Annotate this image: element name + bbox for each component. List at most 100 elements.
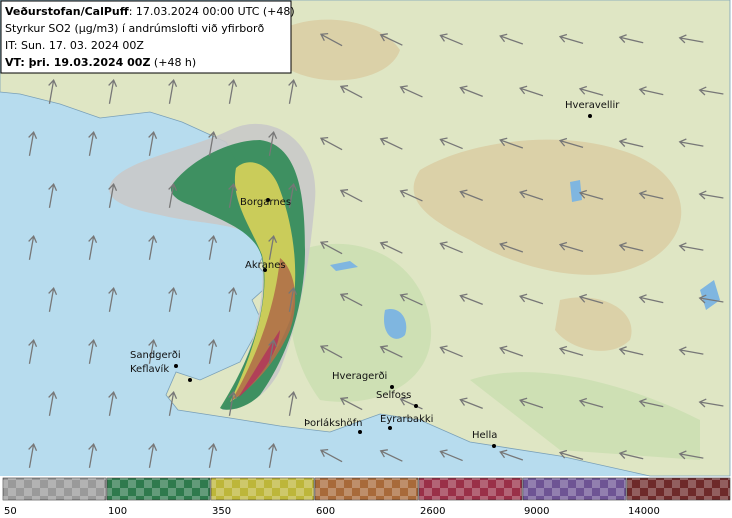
wind-arrow: [558, 137, 584, 149]
legend-swatch-pattern: [419, 478, 522, 500]
wind-arrow: [379, 345, 403, 358]
arrow-shape: [319, 240, 343, 255]
arrow-shape: [148, 235, 158, 260]
arrow-shape: [459, 397, 483, 409]
arrow-shape: [168, 391, 178, 416]
wind-arrow: [638, 86, 664, 96]
wind-arrow: [379, 33, 403, 46]
wind-arrow: [319, 136, 343, 151]
valid-time: VT: þri. 19.03.2024 00Z: [5, 56, 150, 69]
arrow-shape: [578, 293, 604, 304]
wind-arrow: [499, 241, 524, 253]
wind-arrow: [638, 398, 664, 408]
highland: [280, 19, 682, 351]
wind-arrow: [228, 183, 238, 208]
wind-arrow: [268, 131, 278, 156]
wind-arrow: [268, 235, 278, 260]
wind-arrow: [148, 131, 158, 156]
wind-arrow: [499, 345, 524, 357]
legend-label: 600: [316, 506, 335, 517]
wind-arrow: [48, 79, 58, 104]
wind-arrow: [48, 287, 58, 312]
quantity: Styrkur SO2 (µg/m3) í andrúmslofti við y…: [5, 22, 264, 35]
wind-arrow: [148, 443, 158, 468]
place-dot: [358, 430, 362, 434]
wind-arrow: [399, 293, 423, 306]
wind-arrow: [379, 241, 403, 254]
wind-arrow: [459, 85, 483, 97]
arrow-shape: [339, 397, 363, 411]
arrow-shape: [108, 287, 118, 312]
wind-arrow: [108, 391, 118, 416]
arrow-shape: [48, 391, 58, 416]
arrow-shape: [288, 287, 298, 312]
wind-arrow: [268, 443, 278, 468]
wind-arrow: [638, 190, 664, 200]
header-line-4: VT: þri. 19.03.2024 00Z (+48 h): [5, 56, 196, 69]
arrow-shape: [519, 189, 544, 201]
arrow-shape: [558, 241, 584, 253]
place-label: Hveravellir: [565, 100, 620, 111]
place-label: Selfoss: [376, 390, 411, 401]
place-dot: [388, 426, 392, 430]
arrow-shape: [558, 345, 584, 357]
arrow-shape: [698, 398, 724, 408]
wind-arrow: [228, 391, 238, 416]
wind-arrow: [678, 34, 704, 44]
place-dot: [188, 378, 192, 382]
arrow-shape: [459, 293, 483, 305]
arrow-shape: [88, 131, 98, 156]
wind-arrow: [228, 79, 238, 104]
legend-swatch-pattern: [315, 478, 418, 500]
wind-arrow: [28, 131, 38, 156]
arrow-shape: [439, 449, 463, 462]
arrow-shape: [678, 138, 704, 148]
arrow-shape: [638, 294, 664, 304]
wind-arrow: [459, 189, 483, 201]
wind-arrow: [678, 450, 704, 460]
wind-arrow: [319, 240, 343, 255]
wind-arrow: [519, 189, 544, 201]
arrow-shape: [208, 443, 218, 468]
wind-arrow: [519, 397, 544, 409]
arrow-shape: [168, 183, 178, 208]
arrow-shape: [439, 33, 463, 46]
legend-swatch-pattern: [107, 478, 210, 500]
arrow-shape: [379, 449, 403, 462]
arrow-shape: [228, 287, 238, 312]
wind-arrow: [339, 85, 363, 99]
place-label: Borgarnes: [240, 197, 291, 208]
arrow-shape: [88, 235, 98, 260]
arrow-shape: [268, 339, 278, 364]
place-label: Keflavík: [130, 363, 169, 375]
legend-label: 50: [4, 506, 17, 517]
place-dot: [266, 198, 270, 202]
arrow-shape: [108, 391, 118, 416]
arrow-shape: [208, 131, 218, 156]
arrow-shape: [288, 391, 298, 416]
arrow-shape: [558, 449, 584, 461]
wind-arrow: [519, 293, 544, 305]
wind-arrow: [678, 242, 704, 252]
wind-arrow: [439, 33, 463, 46]
arrow-shape: [399, 85, 423, 98]
arrow-shape: [698, 190, 724, 200]
arrow-shape: [28, 443, 38, 468]
wind-arrow: [268, 339, 278, 364]
place-label: Þorlákshöfn: [304, 417, 363, 429]
wind-arrow: [168, 183, 178, 208]
place-label: Akranes: [245, 260, 286, 271]
legend-label: 14000: [628, 506, 660, 517]
arrow-shape: [168, 79, 178, 104]
arrow-shape: [439, 137, 463, 150]
arrow-shape: [558, 137, 584, 149]
wind-arrow: [439, 345, 463, 358]
wind-arrow: [578, 397, 604, 408]
arrow-shape: [439, 241, 463, 254]
arrow-shape: [459, 85, 483, 97]
arrow-shape: [208, 235, 218, 260]
arrow-shape: [558, 33, 584, 45]
arrow-shape: [28, 339, 38, 364]
wind-arrow: [618, 138, 644, 148]
